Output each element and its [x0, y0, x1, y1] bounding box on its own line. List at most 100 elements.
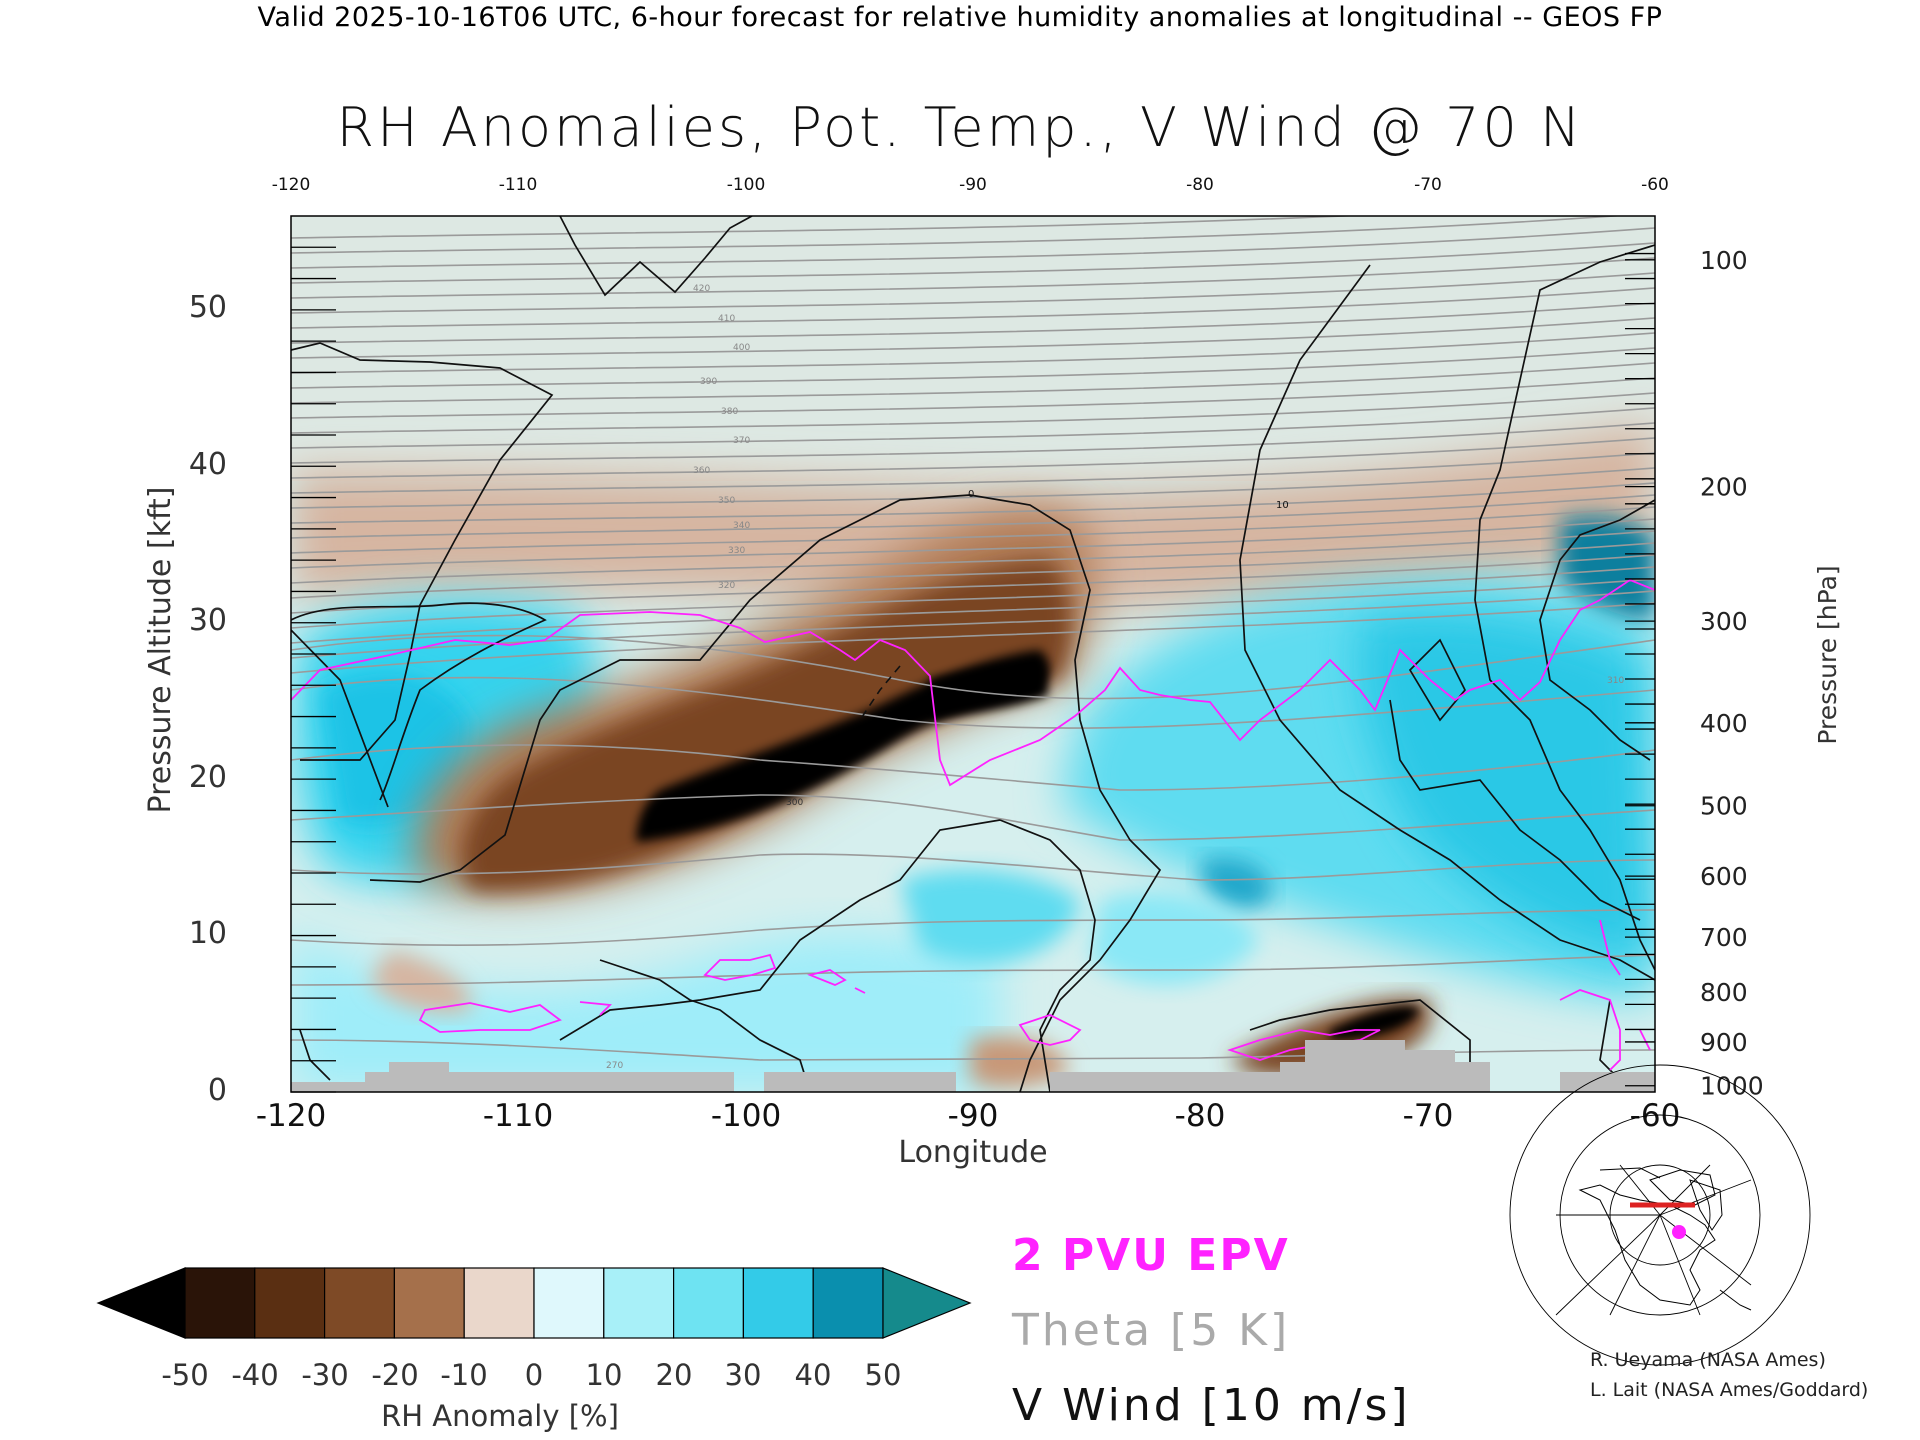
colorbar-cell: [533, 1267, 605, 1339]
theta-contour: [291, 506, 1655, 554]
theta-contour: [291, 909, 1655, 946]
x-top-tick-label: -120: [272, 175, 311, 195]
y-tick-label: 40: [189, 447, 227, 482]
colorbar-tick-label: -50: [161, 1358, 208, 1392]
colorbar-tick-label: 40: [795, 1358, 832, 1392]
theta-label-350: 350: [718, 496, 735, 506]
theta-contour: [291, 302, 1655, 344]
x-top-tick-label: -80: [1186, 175, 1214, 195]
theta-contour: [291, 317, 1655, 359]
v-wind-contours: [291, 216, 1655, 1092]
theta-contour: [291, 452, 1655, 494]
map-location-marker: [1672, 1225, 1686, 1239]
y-tick-label: 50: [189, 290, 227, 325]
pressure-tick-label: 200: [1700, 473, 1748, 502]
theta-contour: [291, 590, 1655, 659]
wind-label-10: 10: [1276, 500, 1289, 511]
x-top-tick-label: -70: [1414, 175, 1442, 195]
legend-wind: V Wind [10 m/s]: [1012, 1380, 1411, 1431]
pressure-tick-label: 800: [1700, 978, 1748, 1007]
theta-contours: [291, 216, 1655, 1061]
theta-label-330: 330: [728, 546, 745, 556]
header-text: Valid 2025-10-16T06 UTC, 6-hour forecast…: [257, 2, 1663, 33]
x-tick-label: -110: [483, 1098, 553, 1134]
theta-contour: [291, 530, 1655, 584]
colorbar-title: RH Anomaly [%]: [381, 1399, 619, 1433]
colorbar-cell: [812, 1267, 884, 1339]
y-tick-label: 30: [189, 603, 227, 638]
colorbar-cell: [603, 1267, 675, 1339]
colorbar-under-arrow: [96, 1267, 186, 1339]
colorbar-tick-label: -20: [371, 1358, 418, 1392]
x-top-tick-label: -90: [959, 175, 987, 195]
locator-map: [1509, 1064, 1811, 1366]
right-pressure-ticks: [1625, 252, 1655, 1087]
pressure-tick-label: 300: [1700, 607, 1748, 636]
theta-label-270: 270: [606, 1061, 623, 1071]
theta-label-380: 380: [721, 407, 738, 417]
colorbar: -50 -40 -30 -20 -10 0 10 20 30 40 50 RH …: [96, 1267, 972, 1433]
x-tick-label: -100: [711, 1098, 781, 1134]
left-altitude-ticks: [291, 246, 336, 1093]
theta-contour: [291, 332, 1655, 374]
wind-label-0: 0: [968, 489, 974, 500]
colorbar-tick-label: 20: [656, 1358, 693, 1392]
y-tick-label: 10: [189, 916, 227, 951]
x-top-tick-label: -60: [1641, 175, 1669, 195]
colorbar-tick-label: -40: [231, 1358, 278, 1392]
colorbar-cell: [184, 1267, 256, 1339]
x-axis-ticks: -120 -110 -100 -90 -80 -70 -60: [256, 1098, 1681, 1134]
ground-terrain: [291, 1040, 1655, 1092]
theta-label-370: 370: [733, 436, 750, 446]
theta-contour: [291, 227, 1655, 269]
theta-contour: [291, 216, 1625, 254]
theta-contour: [291, 467, 1655, 509]
theta-contour: [291, 407, 1655, 449]
theta-contour: [291, 272, 1655, 314]
chart-title: RH Anomalies, Pot. Temp., V Wind @ 70 N: [336, 96, 1584, 159]
theta-label-340: 340: [733, 521, 750, 531]
x-top-tick-label: -110: [499, 175, 538, 195]
theta-label-400: 400: [733, 343, 750, 353]
map-coastlines: [1578, 1167, 1752, 1311]
colorbar-cell: [463, 1267, 535, 1339]
theta-contour: [291, 494, 1655, 539]
theta-contour: [291, 676, 1655, 729]
theta-contour: [291, 518, 1655, 569]
x-tick-label: -80: [1175, 1098, 1226, 1134]
theta-contour: [291, 954, 1655, 986]
colorbar-cell: [393, 1267, 465, 1339]
theta-label-320: 320: [718, 581, 735, 591]
y2-axis-title: Pressure [hPa]: [1813, 565, 1842, 744]
y-tick-label: 20: [189, 760, 227, 795]
pressure-tick-label: 700: [1700, 923, 1748, 952]
colorbar-cell: [254, 1267, 326, 1339]
theta-label-360: 360: [693, 466, 710, 476]
pressure-tick-label: 500: [1700, 792, 1748, 821]
theta-contour: [291, 437, 1655, 479]
colorbar-tick-label: -10: [440, 1358, 487, 1392]
theta-contour: [291, 578, 1655, 644]
theta-contour: [291, 542, 1655, 599]
pressure-tick-label: 600: [1700, 862, 1748, 891]
colorbar-tick-label: 30: [725, 1358, 762, 1392]
x-top-axis-ticks: -120 -110 -100 -90 -80 -70 -60: [272, 175, 1669, 195]
theta-contour: [291, 566, 1655, 629]
x-axis-title: Longitude: [898, 1135, 1047, 1170]
colorbar-cell: [742, 1267, 814, 1339]
theta-label-310: 310: [1607, 676, 1624, 686]
y-tick-label: 0: [208, 1073, 227, 1108]
theta-contour: [291, 377, 1655, 419]
x-top-tick-label: -100: [727, 175, 766, 195]
wind-contour-labels: 0 10: [968, 489, 1289, 511]
colorbar-tick-label: 50: [865, 1358, 902, 1392]
theta-contour: [291, 362, 1655, 404]
colorbar-tick-label: 10: [586, 1358, 623, 1392]
colorbar-cells: [184, 1267, 884, 1339]
theta-contour: [291, 634, 1655, 700]
theta-contour: [291, 257, 1655, 299]
theta-contour: [291, 482, 1655, 524]
theta-label-390: 390: [700, 377, 717, 387]
colorbar-cell: [324, 1267, 396, 1339]
colorbar-cell: [672, 1267, 744, 1339]
